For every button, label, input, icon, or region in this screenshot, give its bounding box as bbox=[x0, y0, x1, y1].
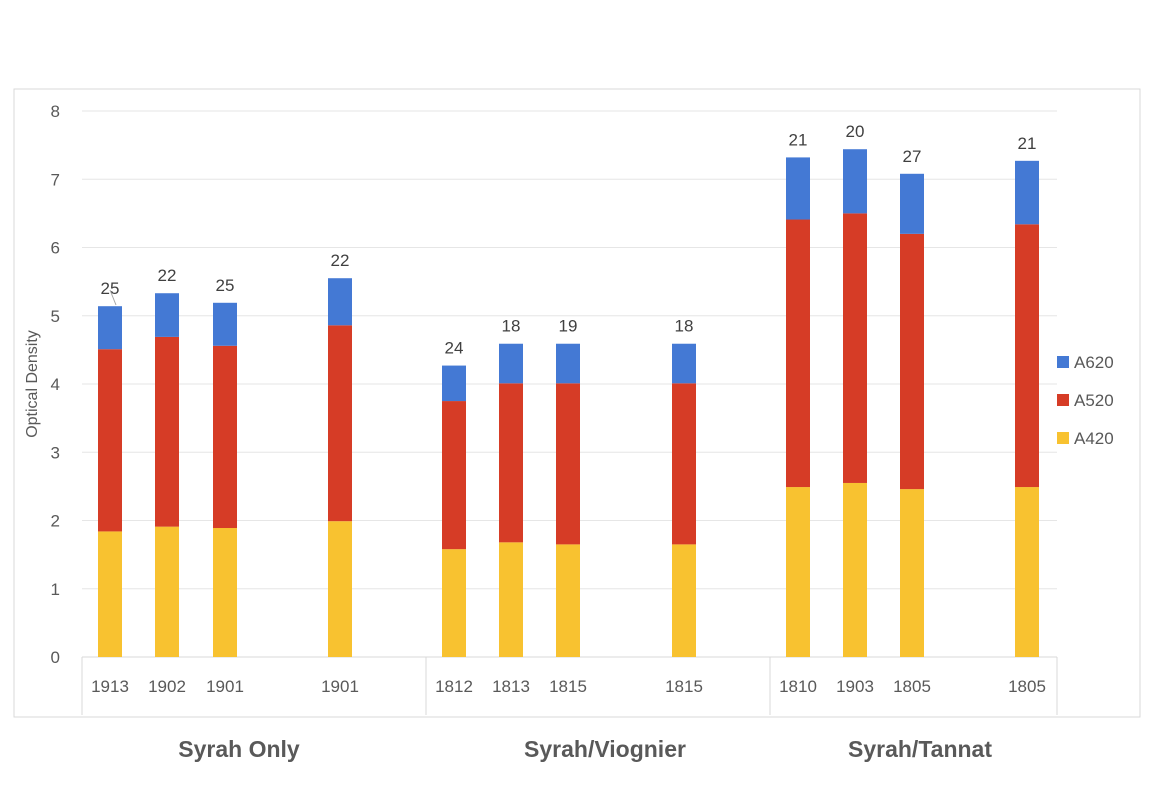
y-tick-label: 3 bbox=[51, 443, 60, 462]
legend-swatch-a420 bbox=[1057, 432, 1069, 444]
x-category-label: 1805 bbox=[893, 677, 931, 696]
bar-data-label: 25 bbox=[216, 276, 235, 295]
legend-swatch-a620 bbox=[1057, 356, 1069, 368]
legend-label: A520 bbox=[1074, 391, 1114, 410]
bar-segment-a620 bbox=[499, 343, 523, 384]
bar-segment-a620 bbox=[213, 302, 237, 346]
legend-label: A620 bbox=[1074, 353, 1114, 372]
y-tick-label: 2 bbox=[51, 512, 60, 531]
y-tick-label: 7 bbox=[51, 170, 60, 189]
x-category-label: 1901 bbox=[206, 677, 244, 696]
x-category-label: 1813 bbox=[492, 677, 530, 696]
bar-data-label: 20 bbox=[846, 122, 865, 141]
bar-segment-a420 bbox=[900, 489, 924, 657]
bar-segment-a420 bbox=[155, 526, 179, 657]
group-label: Syrah Only bbox=[178, 736, 300, 762]
bar-segment-a420 bbox=[328, 521, 352, 657]
bar-segment-a620 bbox=[786, 157, 810, 220]
y-tick-label: 6 bbox=[51, 239, 60, 258]
group-label: Syrah/Tannat bbox=[848, 736, 992, 762]
bar-segment-a520 bbox=[843, 213, 867, 483]
bar-segment-a420 bbox=[1015, 487, 1039, 657]
bar-segment-a420 bbox=[98, 531, 122, 657]
x-category-label: 1903 bbox=[836, 677, 874, 696]
y-axis-label: Optical Density bbox=[24, 330, 41, 438]
bar-segment-a620 bbox=[556, 343, 580, 384]
bar-segment-a520 bbox=[328, 325, 352, 522]
bar-segment-a520 bbox=[900, 233, 924, 490]
bar-segment-a620 bbox=[900, 173, 924, 234]
bar-segment-a520 bbox=[499, 383, 523, 543]
x-category-label: 1815 bbox=[549, 677, 587, 696]
bar-data-label: 27 bbox=[903, 147, 922, 166]
y-tick-label: 8 bbox=[51, 102, 60, 121]
y-tick-label: 5 bbox=[51, 307, 60, 326]
bar-segment-a620 bbox=[155, 293, 179, 337]
x-category-label: 1913 bbox=[91, 677, 129, 696]
data-label-leader bbox=[109, 289, 117, 306]
bar-segment-a420 bbox=[786, 487, 810, 657]
bar-data-label: 21 bbox=[789, 130, 808, 149]
bar-segment-a420 bbox=[556, 544, 580, 657]
bar-data-label: 21 bbox=[1018, 134, 1037, 153]
bar-segment-a520 bbox=[672, 383, 696, 545]
bar-data-label: 18 bbox=[502, 317, 521, 336]
bar-segment-a520 bbox=[1015, 224, 1039, 488]
x-category-label: 1810 bbox=[779, 677, 817, 696]
x-category-label: 1901 bbox=[321, 677, 359, 696]
bar-segment-a620 bbox=[1015, 160, 1039, 225]
legend-swatch-a520 bbox=[1057, 394, 1069, 406]
x-category-label: 1815 bbox=[665, 677, 703, 696]
bar-segment-a620 bbox=[328, 278, 352, 326]
bar-segment-a420 bbox=[213, 528, 237, 657]
bar-data-label: 25 bbox=[101, 279, 120, 298]
bar-segment-a420 bbox=[499, 542, 523, 657]
bar-segment-a520 bbox=[442, 401, 466, 550]
bar-data-label: 22 bbox=[158, 266, 177, 285]
bar-segment-a620 bbox=[672, 343, 696, 384]
bar-segment-a420 bbox=[442, 549, 466, 657]
bar-segment-a520 bbox=[556, 383, 580, 545]
bar-data-label: 19 bbox=[559, 317, 578, 336]
y-tick-label: 0 bbox=[51, 648, 60, 667]
group-label: Syrah/Viognier bbox=[524, 736, 686, 762]
x-category-label: 1805 bbox=[1008, 677, 1046, 696]
bar-segment-a520 bbox=[213, 345, 237, 529]
y-tick-label: 1 bbox=[51, 580, 60, 599]
y-tick-label: 4 bbox=[51, 375, 60, 394]
bar-segment-a420 bbox=[672, 544, 696, 657]
bar-segment-a620 bbox=[442, 365, 466, 402]
bar-segment-a520 bbox=[98, 349, 122, 532]
bar-segment-a420 bbox=[843, 482, 867, 657]
bar-segment-a520 bbox=[155, 336, 179, 527]
legend-label: A420 bbox=[1074, 429, 1114, 448]
bar-segment-a520 bbox=[786, 219, 810, 488]
bar-data-label: 18 bbox=[675, 317, 694, 336]
bar-data-label: 24 bbox=[445, 339, 464, 358]
x-category-label: 1902 bbox=[148, 677, 186, 696]
x-category-label: 1812 bbox=[435, 677, 473, 696]
bar-data-label: 22 bbox=[331, 251, 350, 270]
bar-segment-a620 bbox=[843, 149, 867, 214]
bar-segment-a620 bbox=[98, 306, 122, 350]
